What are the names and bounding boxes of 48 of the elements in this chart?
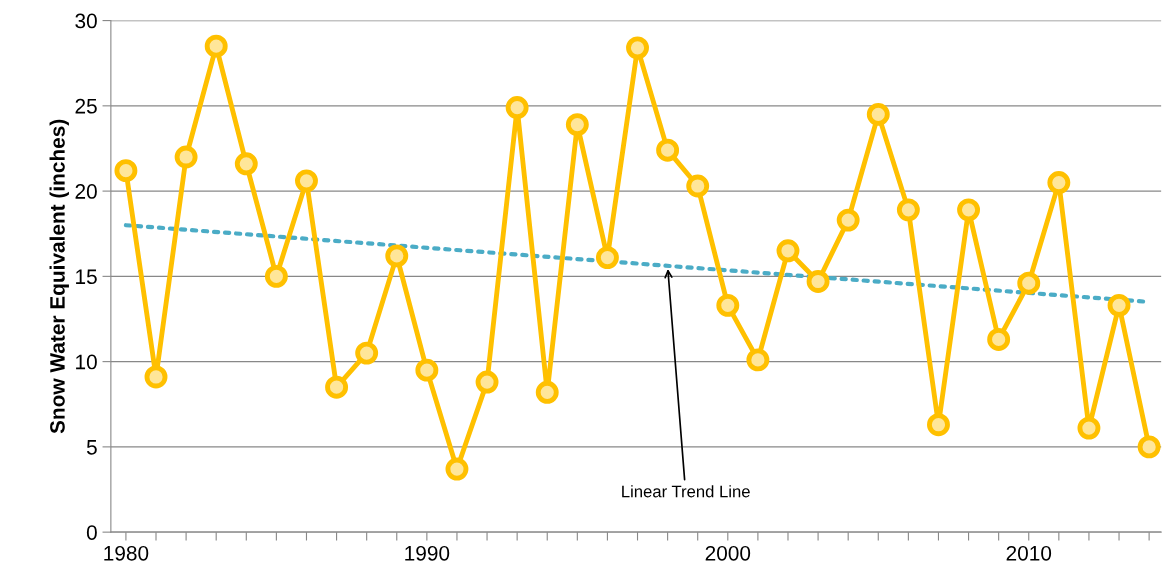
point (686, 174, 710, 198)
x-tick-label: 2010 (1006, 545, 1052, 561)
point (415, 358, 439, 382)
point (776, 239, 800, 263)
y-tick-label: 5 (86, 440, 97, 455)
y-tick-label: 25 (75, 98, 97, 114)
y-axis-title: Snow Water Equivalent (inches) (49, 119, 69, 434)
point (896, 198, 920, 222)
point (264, 264, 288, 288)
point (355, 341, 379, 365)
point (626, 36, 649, 60)
y-tick-label: 20 (75, 184, 97, 199)
point (445, 457, 469, 481)
point (987, 328, 1011, 351)
point (746, 348, 770, 372)
point (144, 365, 168, 389)
point (1077, 416, 1101, 440)
point (1017, 271, 1041, 295)
point (535, 380, 559, 404)
x-tick-label: 1980 (104, 545, 149, 561)
point (295, 169, 318, 193)
x-tick-label: 2000 (705, 545, 751, 561)
point (325, 375, 349, 399)
point (505, 96, 529, 119)
point (385, 244, 409, 268)
point (475, 370, 499, 394)
point (204, 34, 228, 58)
point (595, 246, 619, 270)
y-tick-label: 0 (86, 525, 97, 540)
point (836, 208, 860, 232)
x-tick-label: 1990 (405, 545, 450, 561)
point (234, 152, 258, 176)
point (656, 138, 680, 162)
point (174, 145, 198, 169)
y-tick-label: 30 (75, 13, 97, 29)
annotation: Linear Trend Line (622, 485, 750, 498)
point (927, 413, 950, 437)
point (114, 159, 138, 183)
point (866, 102, 890, 126)
point (806, 270, 830, 293)
y-tick-label: 10 (76, 354, 97, 370)
point (1107, 293, 1131, 317)
point (716, 293, 740, 317)
point (565, 113, 589, 137)
point (1137, 435, 1161, 459)
point (1047, 171, 1071, 195)
y-tick-label: 15 (76, 269, 97, 285)
point (957, 198, 981, 222)
